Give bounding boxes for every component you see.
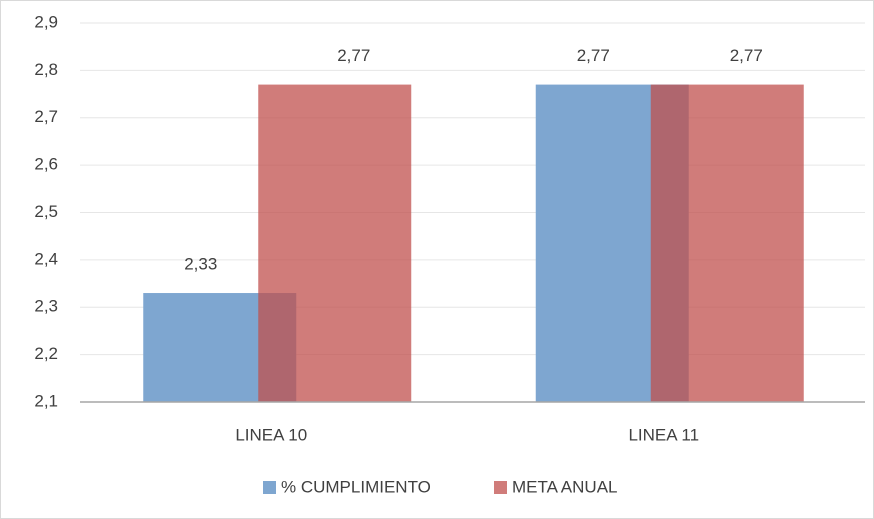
y-tick-label: 2,6	[34, 155, 58, 174]
x-tick-label: LINEA 10	[235, 425, 307, 444]
y-tick-label: 2,1	[34, 391, 58, 410]
data-label: 2,77	[337, 46, 370, 65]
y-tick-label: 2,4	[34, 249, 58, 268]
y-tick-label: 2,8	[34, 60, 58, 79]
y-tick-label: 2,9	[34, 12, 58, 31]
y-tick-label: 2,3	[34, 297, 58, 316]
x-tick-label: LINEA 11	[628, 425, 699, 444]
data-label: 2,77	[577, 46, 610, 65]
legend-swatch	[494, 481, 507, 494]
data-label: 2,77	[730, 46, 763, 65]
legend-label: % CUMPLIMIENTO	[281, 477, 431, 496]
y-tick-label: 2,2	[34, 344, 58, 363]
legend-label: META ANUAL	[512, 477, 618, 496]
legend-swatch	[263, 481, 276, 494]
data-label: 2,33	[184, 255, 217, 274]
y-tick-label: 2,5	[34, 202, 58, 221]
bar	[650, 84, 804, 403]
y-tick-label: 2,7	[34, 107, 58, 126]
bar	[258, 84, 412, 403]
